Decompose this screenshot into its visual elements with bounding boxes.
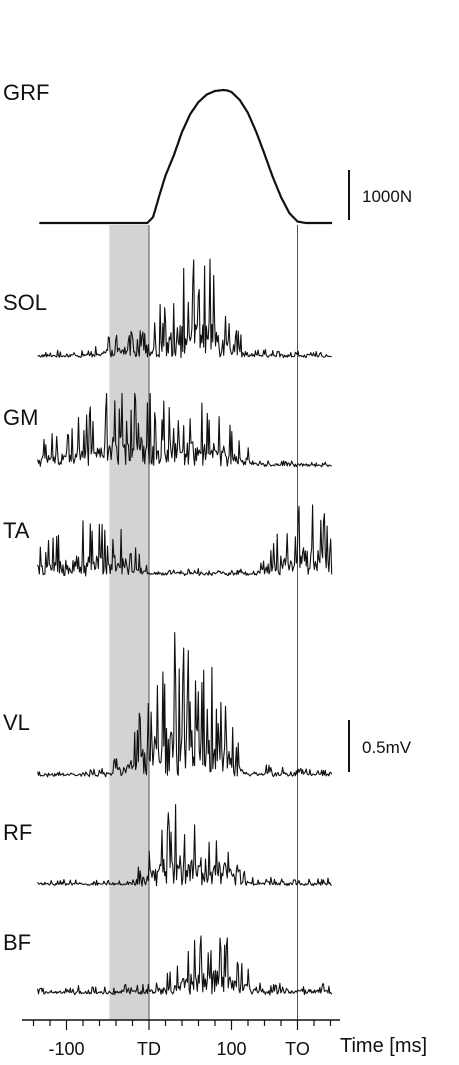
pre-activation-shaded-region [109, 225, 149, 1020]
emg-trace-rf [37, 804, 333, 887]
channel-label-grf: GRF [3, 80, 49, 105]
emg-trace-sol [37, 258, 332, 359]
emg-scale-label: 0.5mV [362, 738, 412, 757]
channel-label-rf: RF [3, 820, 32, 845]
x-tick-label: TO [285, 1039, 310, 1059]
shaded-interval [109, 225, 149, 1020]
emg-trace-ta [37, 504, 333, 577]
emg-trace-bf [37, 935, 333, 996]
channel-label-bf: BF [3, 930, 31, 955]
x-tick-label: 100 [216, 1039, 246, 1059]
x-axis-title: Time [ms] [340, 1035, 427, 1057]
channel-label-sol: SOL [3, 290, 47, 315]
x-axis-ticks [32, 1020, 332, 1030]
force-scale-label: 1000N [362, 187, 412, 206]
traces [37, 88, 333, 996]
channel-label-gm: GM [3, 405, 38, 430]
x-axis: -100 TD 100 TO Time [ms] [22, 1019, 427, 1059]
emg-trace-gm [37, 392, 332, 468]
x-tick-label: TD [137, 1039, 161, 1059]
grf-trace [39, 88, 333, 225]
emg-trace-vl [37, 632, 333, 778]
x-axis-tick-labels: -100 TD 100 TO [48, 1039, 309, 1059]
scale-bars: 1000N 0.5mV [348, 170, 412, 772]
channel-labels: GRF SOL GM TA VL RF BF [3, 80, 49, 955]
channel-label-vl: VL [3, 710, 30, 735]
channel-label-ta: TA [3, 518, 30, 543]
x-tick-label: -100 [48, 1039, 84, 1059]
event-lines [148, 225, 298, 1020]
